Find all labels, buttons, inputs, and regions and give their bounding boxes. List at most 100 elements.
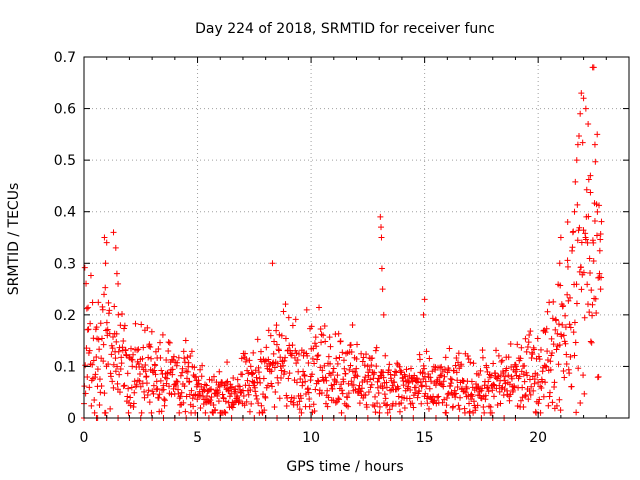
data-point (169, 371, 176, 378)
y-tick-label: 0.7 (54, 50, 76, 66)
data-point (485, 388, 492, 395)
data-point (96, 376, 103, 383)
data-point (232, 388, 239, 395)
data-point (467, 359, 474, 366)
data-point (253, 374, 260, 381)
data-point (104, 326, 111, 333)
data-point (574, 201, 581, 208)
data-point (306, 395, 313, 402)
data-point (136, 370, 143, 377)
data-point (518, 344, 525, 351)
data-point (563, 351, 570, 358)
data-point (113, 270, 120, 277)
data-point (564, 263, 571, 270)
data-point (298, 395, 305, 402)
data-point (150, 390, 157, 397)
data-point (298, 409, 305, 416)
data-point (453, 354, 460, 361)
data-point (143, 380, 150, 387)
data-point (348, 378, 355, 385)
data-point (105, 299, 112, 306)
data-point (255, 369, 262, 376)
data-point (553, 402, 560, 409)
chart-title: Day 224 of 2018, SRMTID for receiver fun… (195, 21, 495, 37)
data-point (408, 365, 414, 372)
data-point (286, 370, 293, 377)
data-point (577, 110, 584, 117)
data-point (91, 409, 98, 416)
data-point (442, 354, 449, 361)
data-point (107, 405, 114, 412)
data-point (392, 368, 399, 375)
data-point (140, 344, 147, 351)
data-point (581, 314, 588, 321)
data-point (338, 409, 345, 416)
data-point (386, 361, 393, 368)
data-point (414, 379, 421, 386)
data-point (455, 350, 462, 357)
y-tick-label: 0.2 (54, 308, 76, 324)
data-point (397, 367, 404, 374)
data-point (583, 186, 590, 193)
data-point (163, 357, 170, 364)
data-point (114, 363, 121, 370)
data-point (216, 383, 223, 390)
x-tick-label: 20 (529, 430, 547, 446)
data-point (275, 347, 282, 354)
data-point (98, 335, 105, 342)
data-point (324, 403, 331, 410)
data-point (244, 367, 251, 374)
data-point (363, 404, 370, 411)
data-point (183, 393, 190, 400)
data-point (121, 322, 128, 329)
data-point (365, 372, 372, 379)
data-point (507, 341, 514, 348)
data-point (148, 355, 155, 362)
data-point (165, 339, 172, 346)
data-point (275, 379, 282, 386)
data-point (208, 386, 215, 393)
data-point (590, 239, 597, 246)
data-point (352, 386, 359, 393)
data-point (546, 389, 553, 396)
data-point (327, 360, 334, 367)
data-point (454, 377, 461, 384)
data-point (148, 409, 155, 416)
data-point (424, 393, 431, 400)
data-point (260, 375, 267, 382)
data-point (521, 362, 528, 369)
data-point (590, 257, 597, 264)
data-point (485, 378, 492, 385)
data-point (597, 231, 604, 238)
data-point (322, 338, 329, 345)
data-point (178, 389, 185, 396)
data-point (548, 335, 555, 342)
data-point (161, 396, 168, 403)
data-point (105, 361, 112, 368)
y-tick-label: 0.3 (54, 256, 76, 272)
data-point (243, 356, 250, 363)
data-point (138, 409, 145, 416)
data-point (531, 376, 538, 383)
data-point (564, 219, 571, 226)
data-point (101, 390, 108, 397)
data-point (329, 385, 336, 392)
data-point (574, 141, 581, 148)
data-point (589, 312, 596, 319)
data-point (385, 367, 392, 374)
data-point (395, 393, 402, 400)
data-point (372, 409, 379, 416)
data-point (248, 400, 255, 407)
data-point (534, 335, 541, 342)
data-point (81, 264, 88, 271)
data-point (139, 355, 146, 362)
data-point (292, 316, 299, 323)
data-point (401, 405, 408, 412)
data-point (319, 367, 326, 374)
data-point (311, 340, 318, 347)
data-point (187, 353, 194, 360)
data-point (202, 409, 209, 416)
data-point (186, 378, 193, 385)
data-point (372, 393, 379, 400)
